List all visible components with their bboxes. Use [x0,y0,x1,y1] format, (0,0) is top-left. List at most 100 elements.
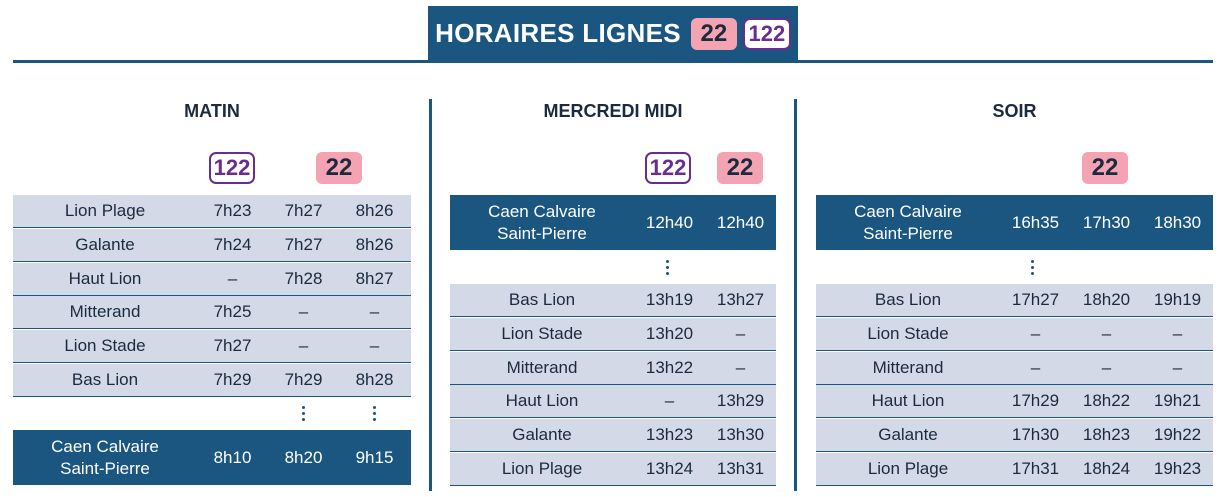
timetable-row: Mitterand 7h25 – – [13,296,411,330]
departure-time: – [1030,323,1041,343]
departure-time: – [1101,357,1112,377]
departure-time: 13h20 [645,323,694,343]
departure-time: 7h23 [213,201,252,220]
line-22-badge: 22 [316,152,362,184]
departure-time: 7h24 [213,234,252,254]
departure-time: – [735,323,746,343]
departure-time: 17h31 [1011,459,1060,478]
timetable-row: Galante 13h23 13h30 [450,419,776,453]
departure-time: 13h29 [716,391,765,411]
section-title-soir: SOIR [992,101,1037,121]
departure-time: – [1030,357,1041,377]
departure-time: 8h26 [355,234,394,254]
departure-time: – [1172,323,1183,343]
timetable-row: Mitterand 13h22 – [450,351,776,385]
stop-name: Lion Plage [64,201,146,220]
stop-name: Bas Lion [71,370,139,389]
departure-time: 12h40 [645,212,694,232]
line-122-badge: 122 [742,17,791,50]
vertical-ellipsis-icon [294,404,314,424]
line-22-badge: 22 [690,17,737,50]
departure-time: 19h23 [1153,459,1202,478]
timetable-row: Bas Lion 17h27 18h20 19h19 [816,284,1213,317]
departure-time: – [735,357,746,377]
stop-name: Caen Calvaire Saint-Pierre [854,201,962,243]
departure-time: 8h20 [284,447,323,467]
timetable-row: Mitterand – – – [816,351,1213,385]
departure-time: 18h30 [1153,212,1202,232]
departure-time: 17h29 [1011,391,1060,411]
departure-time: 13h23 [645,425,694,445]
departure-time: 13h19 [645,290,694,309]
departure-time: 13h24 [645,459,694,478]
column-divider [794,99,797,491]
departure-time: 7h29 [213,370,252,389]
timetable-row: Lion Plage 17h31 18h24 19h23 [816,453,1213,486]
stop-name: Lion Stade [64,336,146,356]
timetable-row: Haut Lion 17h29 18h22 19h21 [816,385,1213,419]
departure-time: – [1172,357,1183,377]
header-rule [13,60,1213,63]
departure-time: 17h30 [1011,425,1060,445]
departure-time: 18h20 [1082,290,1131,309]
departure-time: 18h24 [1082,459,1131,478]
section-title-matin: MATIN [184,101,240,121]
line-22-badge: 22 [1082,152,1128,184]
departure-time: 19h21 [1153,391,1202,411]
stop-name: Caen Calvaire Saint-Pierre [51,436,159,478]
timetable-row: Lion Stade – – – [816,317,1213,351]
line-122-badge: 122 [645,152,691,184]
timetable-row: Lion Plage 13h24 13h31 [450,453,776,486]
timetable-row: Haut Lion – 7h28 8h27 [13,262,411,296]
stop-name: Lion Stade [867,323,949,343]
stop-name: Galante [512,425,572,445]
page-title: HORAIRES LIGNES [435,18,681,48]
terminus-row: Caen Calvaire Saint-Pierre 8h10 8h20 9h1… [13,430,411,485]
departure-time: 19h22 [1153,425,1202,445]
stop-name: Lion Plage [501,459,583,478]
departure-time: 9h15 [355,447,394,467]
stop-name: Lion Plage [867,459,949,478]
timetable-row: Haut Lion – 13h29 [450,385,776,419]
origin-row: Caen Calvaire Saint-Pierre 16h35 17h30 1… [816,195,1213,250]
stop-name: Mitterand [872,357,944,377]
stop-name: Galante [75,234,135,254]
timetable-row: Bas Lion 13h19 13h27 [450,284,776,317]
timetable-row: Galante 17h30 18h23 19h22 [816,419,1213,453]
departure-time: 7h27 [213,336,252,356]
departure-time: 8h27 [355,268,394,288]
timetable-row: Galante 7h24 7h27 8h26 [13,228,411,262]
departure-time: – [1101,323,1112,343]
timetable-row: Bas Lion 7h29 7h29 8h28 [13,364,411,397]
departure-time: – [298,336,309,356]
stop-name: Haut Lion [871,391,945,411]
stop-name: Haut Lion [505,391,579,411]
departure-time: 16h35 [1011,212,1060,232]
departure-time: 18h22 [1082,391,1131,411]
stop-name: Mitterand [506,357,578,377]
stop-name: Bas Lion [874,290,942,309]
departure-time: – [298,302,309,322]
departure-time: 8h26 [355,201,394,220]
timetable-row: Lion Stade 7h27 – – [13,330,411,364]
departure-time: 8h28 [355,370,394,389]
section-title-mercredi-midi: MERCREDI MIDI [543,101,683,121]
departure-time: 17h30 [1082,212,1131,232]
departure-time: – [664,391,675,411]
timetable-row: Lion Stade 13h20 – [450,317,776,351]
departure-time: 13h27 [716,290,765,309]
departure-time: – [369,302,380,322]
departure-time: 13h30 [716,425,765,445]
stop-name: Bas Lion [508,290,576,309]
page-header: HORAIRES LIGNES 22 122 [428,6,798,61]
stop-name: Galante [878,425,938,445]
stop-name: Haut Lion [68,268,142,288]
departure-time: 18h23 [1082,425,1131,445]
departure-time: 7h27 [284,234,323,254]
departure-time: 7h25 [213,302,252,322]
timetable-row: Lion Plage 7h23 7h27 8h26 [13,195,411,228]
stop-name: Caen Calvaire Saint-Pierre [488,201,596,243]
departure-time: 7h28 [284,268,323,288]
line-122-badge: 122 [209,152,255,184]
line-22-badge: 22 [717,152,763,184]
